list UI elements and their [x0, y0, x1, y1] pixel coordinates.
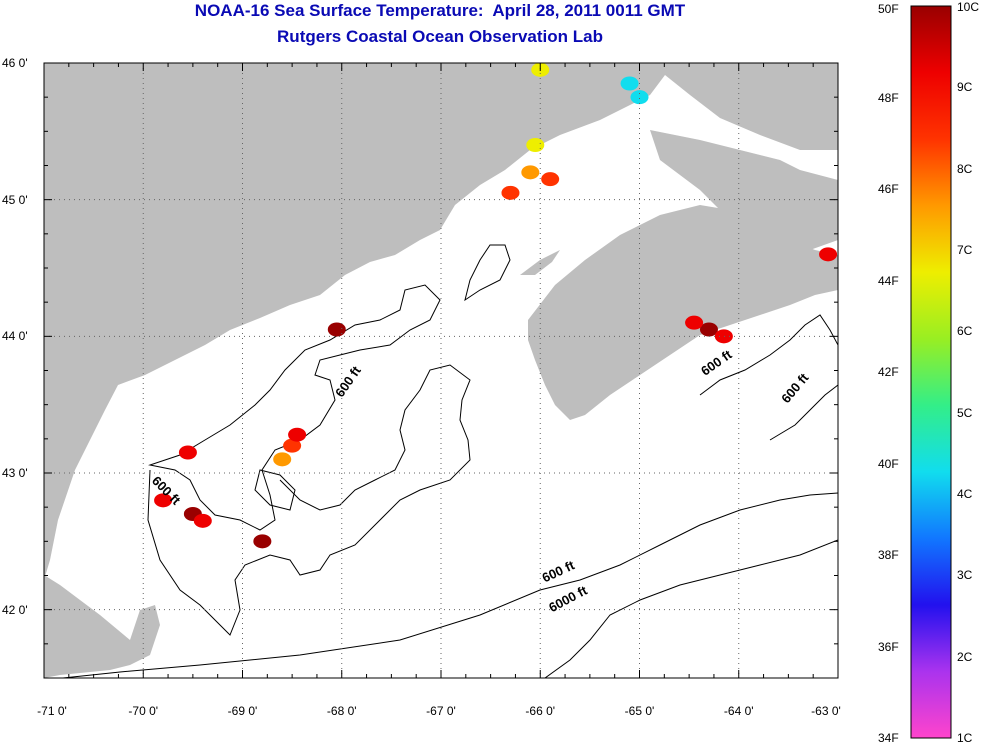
colorbar-label-f: 36F [878, 639, 899, 654]
colorbar-label-c: 10C [957, 0, 980, 14]
map-subtitle: Rutgers Coastal Ocean Observation Lab [277, 27, 603, 46]
sst-patch [541, 172, 560, 187]
lat-tick-label: 46 0' [2, 56, 28, 70]
colorbar-label-f: 48F [878, 90, 899, 105]
colorbar-label-f: 42F [878, 365, 899, 379]
sst-patch [327, 322, 346, 337]
contour-600ft-basin [147, 364, 471, 636]
colorbar-label-f: 38F [878, 548, 899, 562]
lat-tick-label: 44 0' [2, 329, 28, 344]
lon-tick-label: -63 0' [811, 704, 841, 718]
contour-600ft-georges [58, 492, 838, 678]
colorbar-label-c: 1C [957, 731, 973, 745]
sst-patch [283, 438, 302, 453]
contour-600ft-gulf [148, 284, 441, 531]
sst-patch [273, 452, 292, 467]
colorbar-label-c: 2C [957, 649, 973, 664]
sst-patch [685, 315, 704, 330]
contour-600ft-scotian [699, 314, 838, 396]
colorbar-label-f: 50F [878, 2, 899, 16]
land-mainland-new-england [44, 63, 838, 580]
colorbar-label-c: 4C [957, 487, 973, 501]
colorbar-label-f: 34F [878, 731, 899, 745]
sst-patch [620, 76, 639, 91]
sst-patch [288, 427, 307, 442]
sst-patch [501, 185, 520, 200]
colorbar-label-c: 8C [957, 161, 973, 176]
lon-tick-label: -65 0' [624, 704, 655, 718]
colorbar-label-c: 7C [957, 243, 973, 257]
land-nova-scotia [528, 205, 838, 420]
sst-patch [253, 534, 272, 549]
colorbar-label-f: 46F [878, 182, 899, 196]
colorbar [910, 5, 952, 739]
land-cape-cod [44, 575, 160, 678]
lon-tick-label: -69 0' [227, 704, 258, 718]
colorbar-label-c: 9C [957, 80, 973, 95]
lon-tick-label: -66 0' [525, 704, 556, 718]
contour-fundy [464, 244, 511, 302]
colorbar-label-c: 3C [957, 568, 973, 583]
lon-tick-label: -70 0' [128, 704, 159, 718]
lat-tick-label: 43 0' [2, 466, 28, 480]
lon-tick-label: -68 0' [326, 704, 357, 718]
land-island-1 [520, 250, 560, 275]
colorbar-label-f: 40F [878, 456, 899, 471]
colorbar-label-c: 5C [957, 405, 973, 420]
colorbar-label-c: 6C [957, 324, 973, 339]
lat-tick-label: 42 0' [2, 602, 28, 617]
lon-tick-label: -71 0' [37, 704, 67, 718]
contour-600ft-scotian-2 [769, 384, 838, 441]
sst-patch [630, 90, 649, 105]
sst-patch [819, 247, 838, 262]
contour-6000ft [544, 539, 838, 678]
colorbar-label-f: 44F [878, 273, 899, 288]
sst-patch [526, 138, 545, 152]
sst-layer [154, 63, 838, 549]
contour-basin-small [254, 469, 296, 511]
map-title: NOAA-16 Sea Surface Temperature: April 2… [194, 1, 686, 20]
axis-ticks [43, 62, 839, 679]
sst-patch [714, 329, 733, 344]
sst-patch [178, 445, 197, 460]
lon-tick-label: -64 0' [723, 704, 754, 718]
lon-tick-label: -67 0' [426, 704, 456, 718]
sst-patch [154, 493, 173, 508]
sst-patch [699, 322, 718, 337]
lat-tick-label: 45 0' [2, 192, 28, 207]
land-new-brunswick-east [650, 130, 838, 265]
depth-contours [58, 244, 838, 678]
sst-patch [193, 513, 212, 528]
sst-patch [521, 165, 540, 180]
